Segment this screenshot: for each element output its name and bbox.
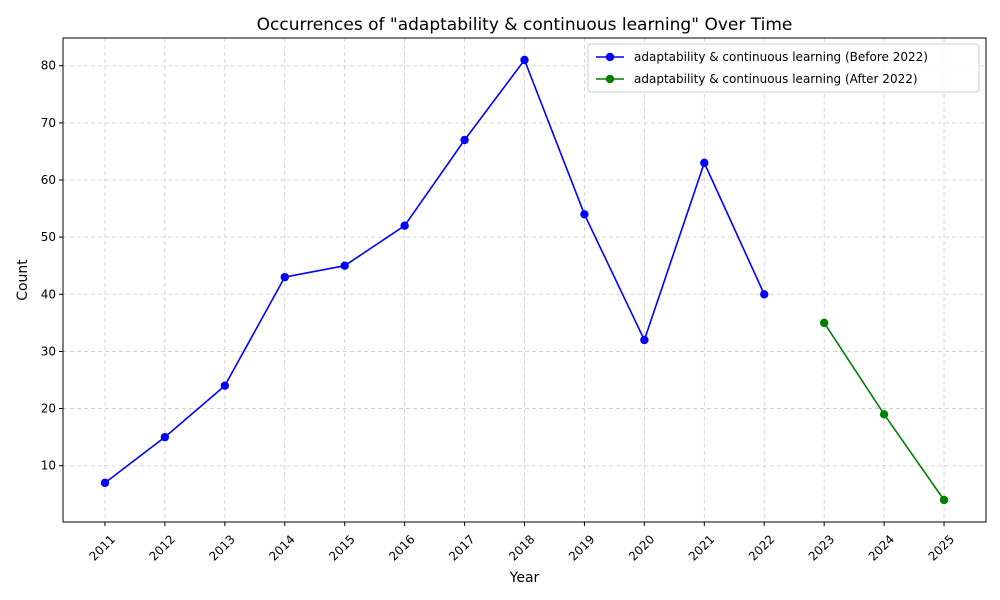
legend-box <box>587 43 980 93</box>
series-group <box>100 55 949 505</box>
data-point <box>939 495 949 505</box>
y-tick-label: 40 <box>41 287 56 301</box>
y-tick-label: 50 <box>41 230 56 244</box>
legend-label: adaptability & continuous learning (Befo… <box>634 50 928 64</box>
x-tick-label: 2012 <box>146 532 177 563</box>
x-tick-label: 2011 <box>87 532 118 563</box>
data-point <box>220 381 230 390</box>
legend-item: adaptability & continuous learning (Befo… <box>596 50 928 64</box>
x-tick-label: 2019 <box>566 532 597 563</box>
data-point <box>340 261 349 270</box>
x-tick-label: 2017 <box>446 532 477 563</box>
chart-title: Occurrences of "adaptability & continuou… <box>257 15 793 35</box>
legend-marker <box>605 74 615 84</box>
y-tick-label: 80 <box>41 59 56 73</box>
series-1 <box>819 318 949 505</box>
grid <box>63 38 986 522</box>
data-point <box>760 290 769 299</box>
data-point <box>819 318 829 328</box>
legend-item: adaptability & continuous learning (Afte… <box>596 72 918 86</box>
series-line <box>104 58 765 484</box>
y-axis: 10 20 30 40 50 60 70 80 <box>41 59 63 473</box>
legend: adaptability & continuous learning (Befo… <box>587 43 980 93</box>
y-tick-label: 60 <box>41 173 56 187</box>
data-point <box>520 55 529 65</box>
y-tick-label: 70 <box>41 116 56 130</box>
data-point <box>580 210 589 219</box>
x-axis-title: Year <box>509 570 540 586</box>
data-point <box>640 335 649 345</box>
y-axis-title: Count <box>15 259 31 301</box>
x-tick-label: 2020 <box>626 532 657 563</box>
x-tick-label: 2016 <box>386 532 417 563</box>
data-point <box>100 478 110 488</box>
data-point <box>280 272 289 282</box>
x-tick-label: 2022 <box>746 532 777 563</box>
y-tick-label: 30 <box>41 344 56 358</box>
data-point <box>879 410 889 419</box>
x-tick-label: 2024 <box>866 532 897 563</box>
legend-marker <box>605 52 615 62</box>
data-point <box>400 221 409 230</box>
x-tick-label: 2014 <box>266 532 297 563</box>
x-tick-label: 2023 <box>806 532 837 563</box>
data-point <box>460 135 469 145</box>
x-tick-label: 2013 <box>206 532 237 563</box>
legend-label: adaptability & continuous learning (Afte… <box>634 72 918 86</box>
y-tick-label: 10 <box>41 459 56 473</box>
x-tick-label: 2021 <box>686 532 717 563</box>
series-0 <box>100 55 769 488</box>
x-axis: 2011 2012 2013 2014 2015 2016 2017 2018 2019 2020… <box>87 522 957 564</box>
x-tick-label: 2025 <box>926 532 957 563</box>
x-tick-label: 2018 <box>506 532 537 563</box>
data-point <box>700 158 709 168</box>
y-tick-label: 20 <box>41 402 56 416</box>
data-point <box>160 432 170 442</box>
x-tick-label: 2015 <box>326 532 357 563</box>
